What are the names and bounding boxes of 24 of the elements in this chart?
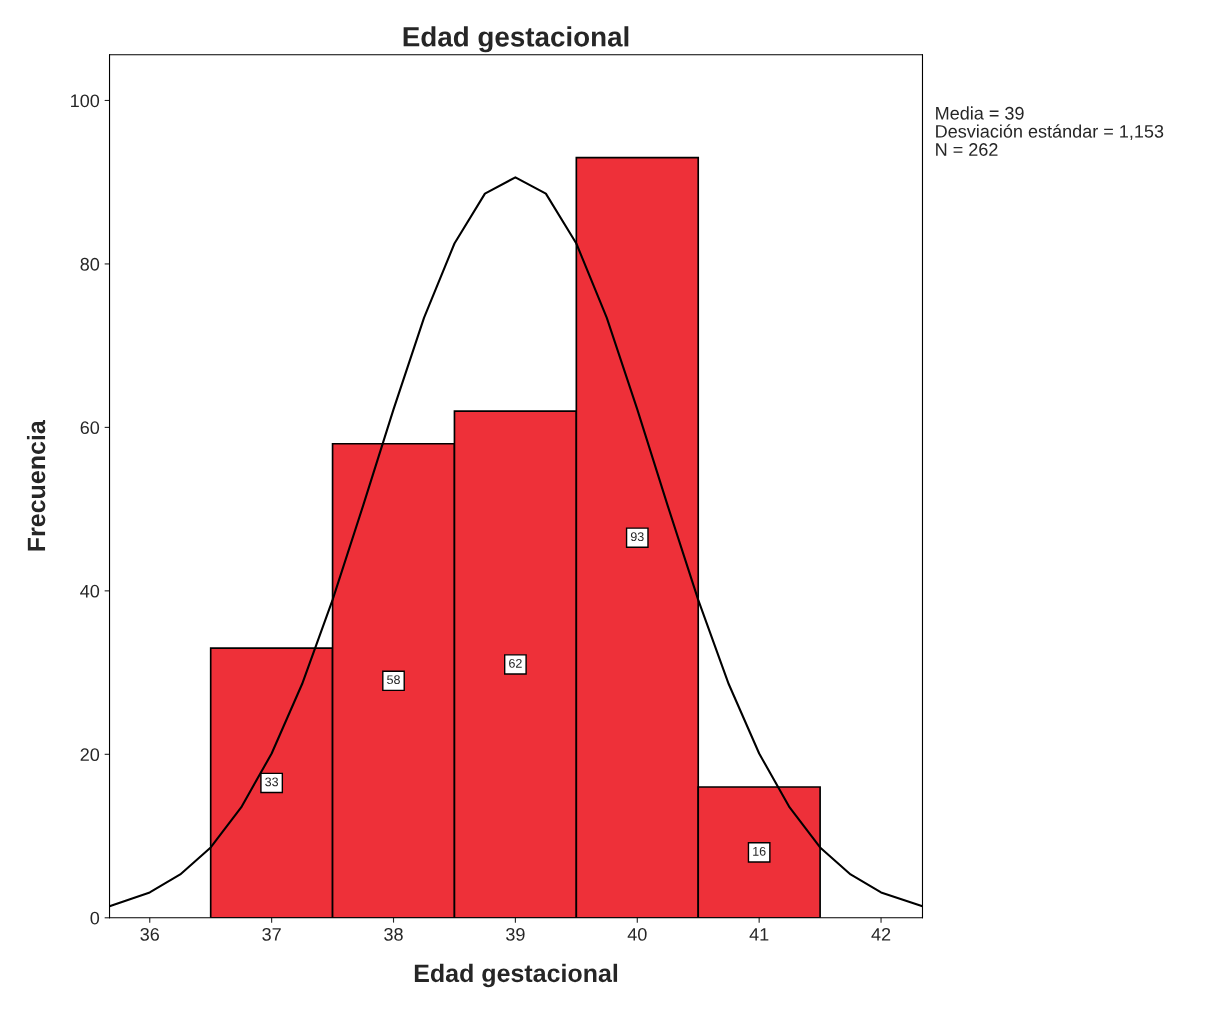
chart-title: Edad gestacional	[403, 26, 629, 53]
text: Media = 39	[936, 106, 1024, 120]
text: Desviación estándar = 1,153	[936, 124, 1164, 140]
x-tick-label: 36	[140, 927, 159, 941]
x-tick-label: 38	[384, 927, 403, 941]
data-label: 33	[265, 777, 279, 787]
y-tick-label: 0	[90, 911, 100, 925]
text: N = 262	[936, 143, 998, 156]
x-axis-title: Edad gestacional	[414, 963, 618, 988]
data-label: 16	[753, 846, 766, 856]
y-axis-title: Frecuencia	[26, 420, 46, 551]
x-tick-label: 41	[749, 928, 769, 941]
y-tick-label: 80	[80, 257, 100, 271]
y-tick-label: 100	[71, 94, 100, 108]
x-tick-label: 42	[871, 927, 891, 941]
y-tick-label: 20	[80, 748, 100, 762]
data-label: 62	[509, 658, 522, 668]
x-tick-label: 40	[627, 927, 647, 941]
data-label: 93	[630, 532, 644, 542]
x-tick-label: 39	[506, 927, 525, 941]
y-tick-label: 60	[80, 421, 100, 435]
x-tick-label: 37	[262, 927, 281, 941]
y-tick-label: 40	[80, 584, 100, 598]
data-label: 58	[387, 675, 400, 685]
